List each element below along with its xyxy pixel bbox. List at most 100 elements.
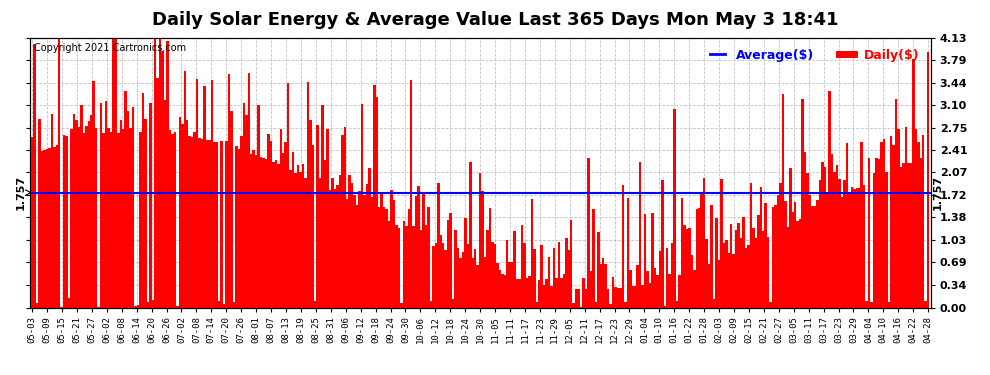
Bar [471, 258, 474, 308]
Bar [408, 209, 410, 308]
Bar [491, 242, 494, 308]
Bar [622, 185, 624, 308]
Bar [102, 134, 105, 308]
Bar [858, 188, 860, 308]
Bar [257, 105, 259, 308]
Bar [772, 207, 774, 308]
Bar [120, 120, 122, 308]
Bar [713, 298, 715, 307]
Bar [289, 170, 292, 308]
Bar [811, 206, 814, 308]
Bar [50, 114, 53, 308]
Bar [521, 225, 524, 308]
Bar [80, 105, 82, 308]
Bar [445, 250, 446, 307]
Bar [211, 80, 213, 308]
Bar [624, 302, 627, 307]
Bar [547, 257, 550, 307]
Bar [435, 243, 437, 308]
Bar [562, 273, 565, 308]
Bar [673, 109, 676, 307]
Bar [725, 240, 728, 308]
Legend: Average($), Daily($): Average($), Daily($) [706, 44, 925, 67]
Bar [350, 183, 353, 308]
Bar [533, 249, 536, 308]
Bar [375, 97, 378, 308]
Bar [816, 200, 819, 308]
Bar [683, 225, 686, 308]
Bar [658, 251, 661, 308]
Bar [44, 150, 46, 308]
Bar [433, 246, 435, 308]
Bar [698, 208, 701, 308]
Bar [754, 238, 757, 308]
Bar [250, 154, 252, 308]
Bar [125, 91, 127, 308]
Bar [464, 218, 466, 308]
Bar [63, 135, 65, 308]
Text: Copyright 2021 Cartronics.com: Copyright 2021 Cartronics.com [35, 43, 186, 53]
Bar [656, 274, 658, 308]
Bar [590, 271, 592, 308]
Bar [718, 260, 720, 308]
Bar [130, 128, 132, 308]
Bar [686, 230, 688, 308]
Bar [73, 114, 75, 308]
Bar [895, 99, 897, 308]
Bar [246, 115, 248, 308]
Bar [342, 135, 344, 308]
Bar [137, 304, 140, 307]
Bar [821, 162, 824, 308]
Bar [267, 134, 269, 308]
Bar [259, 158, 262, 308]
Bar [385, 209, 388, 308]
Bar [486, 230, 489, 308]
Bar [92, 81, 95, 308]
Bar [156, 78, 159, 308]
Bar [324, 160, 327, 308]
Bar [892, 145, 895, 308]
Bar [223, 304, 226, 307]
Bar [302, 164, 304, 308]
Bar [782, 94, 784, 308]
Bar [168, 130, 171, 308]
Bar [855, 188, 858, 308]
Bar [516, 279, 519, 308]
Bar [615, 287, 617, 308]
Bar [208, 140, 211, 308]
Bar [390, 190, 393, 308]
Bar [627, 198, 629, 308]
Bar [496, 262, 499, 308]
Bar [740, 238, 742, 308]
Bar [82, 133, 85, 308]
Bar [841, 197, 843, 308]
Bar [762, 231, 764, 308]
Bar [617, 288, 619, 308]
Bar [767, 237, 769, 308]
Bar [577, 289, 580, 308]
Bar [927, 53, 930, 308]
Bar [117, 133, 120, 308]
Bar [299, 172, 302, 308]
Bar [405, 226, 408, 308]
Bar [868, 158, 870, 308]
Bar [332, 178, 334, 308]
Bar [728, 252, 730, 308]
Bar [481, 191, 484, 308]
Bar [346, 200, 348, 308]
Bar [907, 163, 910, 308]
Bar [322, 105, 324, 308]
Bar [843, 180, 845, 308]
Bar [850, 187, 853, 308]
Bar [801, 99, 804, 308]
Bar [663, 306, 666, 308]
Bar [216, 142, 218, 308]
Bar [213, 142, 216, 308]
Bar [145, 118, 147, 308]
Bar [312, 145, 314, 308]
Bar [873, 173, 875, 308]
Bar [77, 128, 80, 308]
Bar [804, 152, 806, 308]
Bar [201, 139, 203, 308]
Bar [154, 38, 156, 308]
